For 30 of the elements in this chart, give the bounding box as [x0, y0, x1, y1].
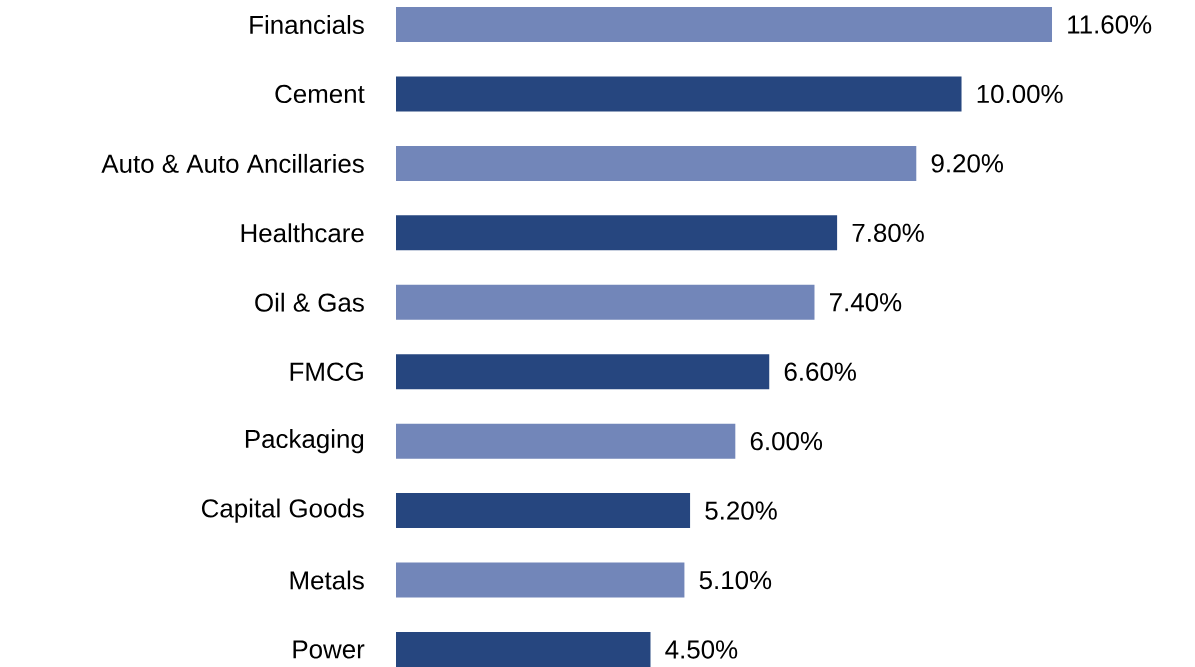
data-label: 6.00%: [750, 431, 823, 451]
y-tick-label: Metals: [290, 570, 364, 590]
data-label: 10.00%: [977, 84, 1063, 104]
data-label: 4.50%: [665, 640, 738, 659]
bar: [396, 145, 917, 181]
y-tick-label: Financials: [250, 14, 364, 35]
bar: [396, 76, 962, 112]
y-tick-label: Cement: [275, 84, 365, 104]
bar: [396, 493, 691, 529]
data-label: 6.60%: [784, 362, 856, 381]
data-label: 7.80%: [852, 223, 924, 242]
data-label: 5.20%: [705, 501, 777, 520]
bar: [396, 215, 838, 251]
data-label: 11.60%: [1068, 15, 1152, 34]
y-tick-label: Packaging: [245, 429, 364, 454]
y-tick-label: Capital Goods: [201, 498, 364, 523]
y-tick-label: Healthcare: [241, 223, 364, 243]
bar: [396, 7, 1053, 42]
bar: [396, 632, 651, 667]
bar: [396, 562, 685, 598]
y-tick-label: Power: [293, 640, 365, 659]
y-tick-label: Auto & Auto Ancillaries: [101, 153, 364, 173]
bar: [396, 423, 736, 459]
data-label: 9.20%: [931, 154, 1003, 173]
data-label: 7.40%: [830, 293, 902, 312]
data-label: 5.10%: [699, 570, 772, 590]
y-tick-label: Oil & Gas: [255, 292, 364, 312]
bar: [396, 284, 815, 320]
bar: [396, 354, 770, 390]
y-tick-label: FMCG: [290, 362, 363, 381]
